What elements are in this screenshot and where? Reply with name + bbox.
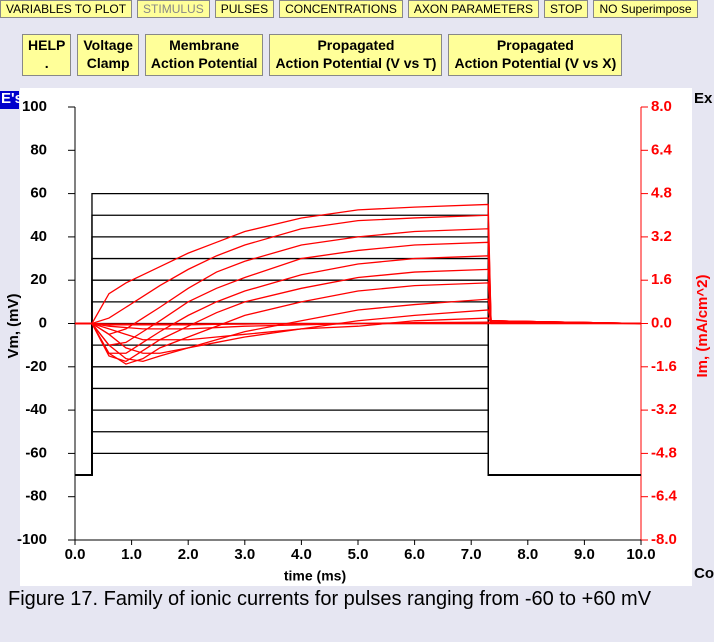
x-axis-title: time (ms)	[284, 568, 346, 584]
y-tick-label: 20	[30, 271, 47, 288]
mode-button[interactable]: Membrane Action Potential	[144, 34, 264, 76]
trace	[75, 255, 642, 354]
x-tick-label: 4.0	[291, 546, 312, 563]
trace	[75, 309, 642, 354]
plot-background	[20, 88, 692, 586]
trace	[75, 321, 641, 330]
x-tick-label: 2.0	[178, 546, 199, 563]
mode-button[interactable]: HELP.	[22, 34, 72, 76]
y-tick-label: -80	[25, 488, 47, 505]
y2-tick-label: 1.6	[651, 271, 672, 288]
trace	[75, 282, 642, 365]
button-text: Membrane	[169, 37, 240, 53]
y2-tick-label: 0.0	[651, 314, 672, 331]
y2-tick-label: 8.0	[651, 98, 672, 115]
button-text: Action Potential (V vs T)	[275, 55, 437, 71]
button-text: .	[44, 55, 49, 71]
chart: E's Ex Co 100 80 60 40 20 0 -20 -40 -60 -80 -100 8.…	[0, 88, 714, 586]
side-label: E's	[1, 90, 23, 107]
x-tick-label: 0.0	[65, 546, 86, 563]
y-tick-label: 60	[30, 185, 47, 202]
y2-axis-title: Im, (mA/cm^2)	[694, 275, 711, 378]
toolbar-button[interactable]: CONCENTRATIONS	[279, 0, 403, 18]
toolbar-button[interactable]: STIMULUS	[137, 0, 210, 18]
y-tick-label: -40	[25, 401, 47, 418]
y-axis-title: Vm, (mV)	[5, 293, 22, 358]
x-tick-label: 7.0	[461, 546, 482, 563]
mode-button[interactable]: Propagated Action Potential (V vs X)	[448, 34, 623, 76]
tag-bg	[0, 91, 19, 109]
trace	[75, 268, 642, 363]
y2-tick-label: -6.4	[651, 488, 678, 505]
y2-tick-label: 6.4	[651, 141, 673, 158]
trace	[75, 317, 642, 341]
x-tick-label: 9.0	[574, 546, 595, 563]
y-tick-label: -20	[25, 358, 47, 375]
x-tick-label: 1.0	[121, 546, 142, 563]
toolbar-button[interactable]: VARIABLES TO PLOT	[0, 0, 133, 18]
side-label: Ex	[694, 90, 713, 107]
y2-tick-label: 3.2	[651, 228, 672, 245]
toolbar: VARIABLES TO PLOT STIMULUS PULSES CONCENTRA…	[0, 0, 698, 18]
x-tick-label: 8.0	[517, 546, 538, 563]
x-tick-label: 3.0	[234, 546, 255, 563]
x-tick-label: 5.0	[348, 546, 369, 563]
y2-tick-label: -4.8	[651, 444, 677, 461]
y-tick-label: 40	[30, 228, 47, 245]
trace	[75, 203, 642, 325]
mode-button[interactable]: Propagated Action Potential (V vs T)	[269, 34, 443, 76]
trace	[75, 322, 641, 325]
button-text: Action Potential (V vs X)	[454, 55, 617, 71]
mode-button[interactable]: Voltage Clamp	[77, 34, 139, 76]
x-tick-label: 10.0	[626, 546, 655, 563]
y-tick-label: -60	[25, 444, 47, 461]
button-text: Action Potential	[150, 55, 258, 71]
y2-tick-label: -8.0	[651, 531, 677, 548]
mode-buttons: HELP. Voltage Clamp Membrane Action Potentia…	[22, 34, 623, 76]
toolbar-button[interactable]: AXON PARAMETERS	[407, 0, 540, 18]
trace	[75, 241, 642, 346]
button-text: HELP	[28, 37, 66, 53]
side-label: Co	[694, 565, 714, 582]
toolbar-button[interactable]: PULSES	[214, 0, 275, 18]
button-text: Propagated	[317, 37, 395, 53]
toolbar-button[interactable]: STOP	[544, 0, 589, 18]
y2-tick-label: -3.2	[651, 401, 677, 418]
trace	[75, 298, 642, 363]
trace	[75, 228, 642, 336]
trace	[75, 214, 642, 325]
y-tick-label: 100	[22, 98, 47, 115]
y-tick-label: -100	[17, 531, 47, 548]
y2-tick-label: -1.6	[651, 358, 677, 375]
y-tick-label: 80	[30, 141, 47, 158]
button-text: Voltage	[83, 37, 133, 53]
toolbar-button[interactable]: NO Superimpose	[593, 0, 698, 18]
caption: Figure 17. Family of ionic currents for …	[8, 588, 652, 610]
button-text: Propagated	[496, 37, 574, 53]
x-tick-label: 6.0	[404, 546, 425, 563]
trace	[75, 452, 641, 476]
y2-tick-label: 4.8	[651, 185, 672, 202]
y-tick-label: 0	[39, 314, 47, 331]
button-text: Clamp	[86, 55, 130, 71]
